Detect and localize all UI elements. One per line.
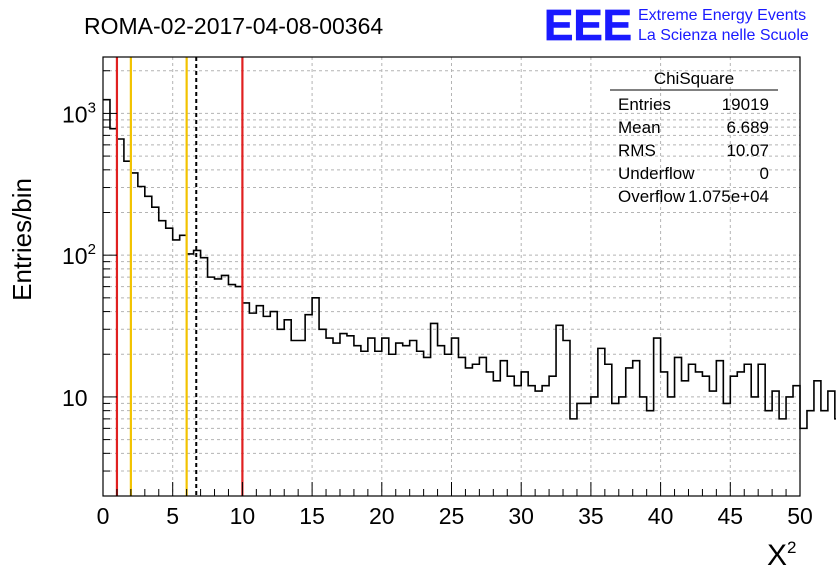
logo-line-1: Extreme Energy Events: [638, 7, 806, 24]
histogram-series: [103, 98, 836, 430]
stats-rms-label: RMS: [618, 141, 656, 160]
x-axis-label-base: X: [767, 539, 787, 572]
y-tick-label: 103: [62, 99, 96, 127]
x-tick-label: 5: [166, 503, 179, 529]
grid: [103, 57, 800, 497]
x-tick-label: 35: [578, 503, 604, 529]
x-axis-label: X2: [767, 538, 796, 572]
stats-entries-value: 19019: [722, 95, 769, 114]
chart-title: ROMA-02-2017-04-08-00364: [84, 13, 383, 39]
stats-overflow-label: Overflow: [618, 187, 686, 206]
stats-rms-value: 10.07: [726, 141, 769, 160]
x-tick-label: 45: [718, 503, 744, 529]
x-tick-label: 0: [97, 503, 110, 529]
stats-mean-value: 6.689: [726, 118, 769, 137]
y-axis: 10 102 103: [62, 70, 117, 497]
marker-lines: [115, 57, 244, 496]
eee-logo: EEE Extreme Energy Events La Scienza nel…: [544, 1, 809, 51]
stats-mean-label: Mean: [618, 118, 661, 137]
x-tick-label: 50: [787, 503, 813, 529]
x-tick-label: 15: [299, 503, 325, 529]
y-tick-label: 102: [62, 241, 96, 269]
x-tick-label: 40: [648, 503, 674, 529]
stats-box: ChiSquare Entries 19019 Mean 6.689 RMS 1…: [610, 69, 778, 206]
x-axis: 0 5 10 15 20 25 30 35 40 45 50: [97, 482, 813, 529]
stats-entries-label: Entries: [618, 95, 671, 114]
x-tick-label: 25: [439, 503, 465, 529]
y-tick-label: 10: [62, 385, 88, 411]
logo-mark: EEE: [544, 1, 632, 50]
stats-underflow-label: Underflow: [618, 164, 695, 183]
stats-overflow-value: 1.075e+04: [688, 187, 769, 206]
x-tick-label: 30: [508, 503, 534, 529]
x-axis-label-superscript: 2: [787, 538, 796, 557]
stats-title: ChiSquare: [654, 69, 734, 88]
y-axis-label: Entries/bin: [7, 178, 37, 301]
stats-underflow-value: 0: [760, 164, 769, 183]
x-tick-label: 20: [369, 503, 395, 529]
x-tick-label: 10: [230, 503, 256, 529]
logo-line-2: La Scienza nelle Scuole: [638, 27, 809, 44]
histogram-steps: [103, 98, 836, 430]
